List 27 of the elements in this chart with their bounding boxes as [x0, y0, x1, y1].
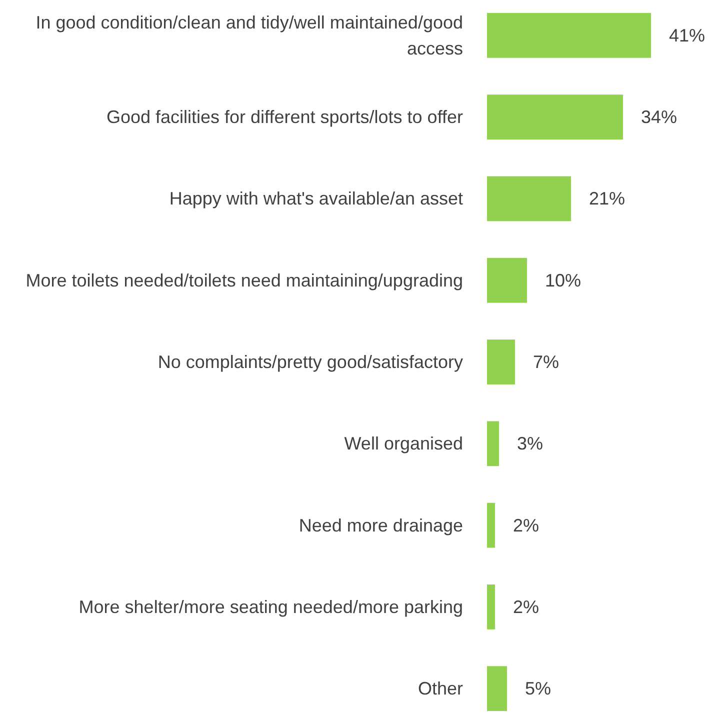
data-label: 7%: [533, 352, 560, 372]
bar: [487, 176, 571, 222]
y-tick-label: Well organised: [344, 434, 463, 454]
data-label: 41%: [669, 25, 706, 46]
y-tick-label: More shelter/more seating needed/more parking: [78, 596, 463, 617]
y-tick-label: More toilets needed/toilets need maintaining/upgrading: [26, 270, 463, 290]
data-label: 2%: [513, 515, 540, 536]
y-tick-label: Good facilities for different sports/lots to offer: [106, 107, 463, 128]
y-tick-label: Need more drainage: [298, 515, 463, 536]
y-tick-label: In good condition/clean and tidy/well maintained/good access: [36, 12, 463, 58]
y-tick-label: No complaints/pretty good/satisfactory: [158, 352, 463, 372]
data-label: 3%: [517, 434, 544, 454]
bar: [487, 258, 527, 303]
y-tick-label: Happy with what's available/an asset: [169, 188, 463, 209]
data-label: 5%: [525, 678, 552, 699]
data-label: 10%: [545, 270, 582, 290]
bar: [487, 502, 495, 548]
y-tick-label: Other: [418, 678, 463, 699]
bar: [487, 12, 651, 58]
data-label: 2%: [513, 596, 540, 617]
data-label: 34%: [641, 107, 678, 128]
bar: [487, 666, 507, 712]
bar: [487, 94, 623, 140]
bar: [487, 584, 495, 630]
bar: [487, 421, 499, 466]
bar: [487, 340, 515, 384]
data-label: 21%: [589, 188, 626, 209]
